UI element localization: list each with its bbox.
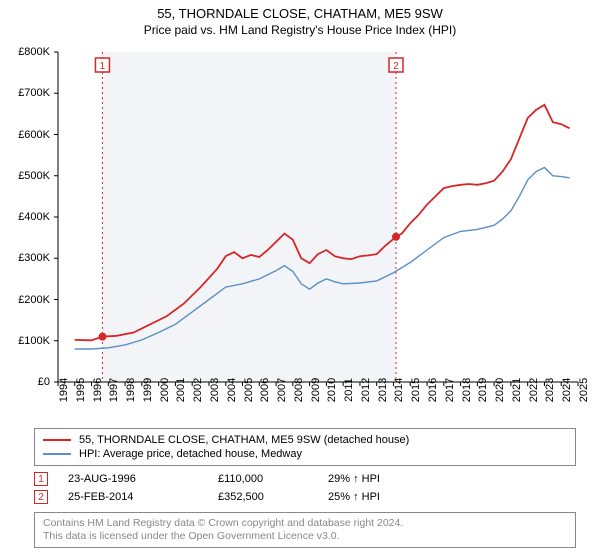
sale-row: 1 23-AUG-1996 £110,000 29% ↑ HPI bbox=[34, 470, 438, 488]
x-tick-label: 2019 bbox=[477, 378, 489, 402]
sale-date: 25-FEB-2014 bbox=[68, 491, 218, 503]
legend-swatch bbox=[43, 439, 71, 442]
x-tick-label: 2013 bbox=[377, 378, 389, 402]
y-tick-label: £200K bbox=[18, 294, 50, 306]
sale-row: 2 25-FEB-2014 £352,500 25% ↑ HPI bbox=[34, 488, 438, 506]
x-tick-label: 2004 bbox=[226, 378, 238, 402]
plot-svg: 12 bbox=[58, 52, 578, 382]
sale-badge-num: 1 bbox=[38, 474, 44, 485]
x-tick-label: 2010 bbox=[326, 378, 338, 402]
x-tick-label: 2002 bbox=[192, 378, 204, 402]
plot-area: 12 bbox=[58, 52, 578, 382]
x-tick-label: 2015 bbox=[410, 378, 422, 402]
footer-line: Contains HM Land Registry data © Crown c… bbox=[43, 517, 567, 530]
x-tick-label: 2020 bbox=[494, 378, 506, 402]
sale-price: £110,000 bbox=[218, 473, 328, 485]
y-tick-label: £0 bbox=[38, 376, 50, 388]
legend-label: HPI: Average price, detached house, Medw… bbox=[79, 448, 302, 460]
x-tick-label: 2017 bbox=[444, 378, 456, 402]
y-tick-label: £100K bbox=[18, 335, 50, 347]
sale-badge: 2 bbox=[34, 490, 48, 504]
footer: Contains HM Land Registry data © Crown c… bbox=[34, 512, 576, 548]
x-tick-label: 2022 bbox=[528, 378, 540, 402]
x-tick-label: 2014 bbox=[393, 378, 405, 402]
x-tick-label: 2006 bbox=[259, 378, 271, 402]
y-tick-label: £400K bbox=[18, 211, 50, 223]
legend-label: 55, THORNDALE CLOSE, CHATHAM, ME5 9SW (d… bbox=[79, 434, 409, 446]
x-tick-label: 1996 bbox=[92, 378, 104, 402]
x-tick-label: 2000 bbox=[159, 378, 171, 402]
y-tick-label: £800K bbox=[18, 46, 50, 58]
x-tick-label: 1994 bbox=[58, 378, 70, 402]
sale-price: £352,500 bbox=[218, 491, 328, 503]
x-tick-label: 2012 bbox=[360, 378, 372, 402]
x-tick-label: 2024 bbox=[561, 378, 573, 402]
x-tick-label: 2011 bbox=[343, 378, 355, 402]
x-tick-label: 2021 bbox=[511, 378, 523, 402]
y-axis: £0£100K£200K£300K£400K£500K£600K£700K£80… bbox=[0, 52, 54, 382]
legend: 55, THORNDALE CLOSE, CHATHAM, ME5 9SW (d… bbox=[34, 428, 576, 466]
footer-line: This data is licensed under the Open Gov… bbox=[43, 530, 567, 543]
sale-hpi: 25% ↑ HPI bbox=[328, 491, 438, 503]
x-tick-label: 1995 bbox=[75, 378, 87, 402]
y-tick-label: £300K bbox=[18, 252, 50, 264]
x-tick-label: 2003 bbox=[209, 378, 221, 402]
x-tick-label: 2023 bbox=[544, 378, 556, 402]
sale-date: 23-AUG-1996 bbox=[68, 473, 218, 485]
chart-subtitle: Price paid vs. HM Land Registry's House … bbox=[0, 21, 600, 37]
sale-hpi: 29% ↑ HPI bbox=[328, 473, 438, 485]
legend-swatch bbox=[43, 453, 71, 456]
legend-item: HPI: Average price, detached house, Medw… bbox=[43, 447, 567, 461]
svg-text:2: 2 bbox=[393, 61, 399, 72]
x-tick-label: 2007 bbox=[276, 378, 288, 402]
y-tick-label: £700K bbox=[18, 87, 50, 99]
sale-badge-num: 2 bbox=[38, 492, 44, 503]
x-axis: 1994199519961997199819992000200120022003… bbox=[58, 386, 578, 426]
chart-title: 55, THORNDALE CLOSE, CHATHAM, ME5 9SW bbox=[0, 0, 600, 21]
x-tick-label: 2025 bbox=[578, 378, 590, 402]
x-tick-label: 1997 bbox=[108, 378, 120, 402]
sale-badge: 1 bbox=[34, 472, 48, 486]
x-tick-label: 2016 bbox=[427, 378, 439, 402]
y-tick-label: £500K bbox=[18, 170, 50, 182]
svg-text:1: 1 bbox=[100, 61, 106, 72]
y-tick-label: £600K bbox=[18, 129, 50, 141]
x-tick-label: 2018 bbox=[461, 378, 473, 402]
legend-item: 55, THORNDALE CLOSE, CHATHAM, ME5 9SW (d… bbox=[43, 433, 567, 447]
x-tick-label: 2008 bbox=[293, 378, 305, 402]
x-tick-label: 2005 bbox=[243, 378, 255, 402]
x-tick-label: 1998 bbox=[125, 378, 137, 402]
x-tick-label: 2001 bbox=[175, 378, 187, 402]
sales-table: 1 23-AUG-1996 £110,000 29% ↑ HPI 2 25-FE… bbox=[34, 470, 438, 506]
chart-container: 55, THORNDALE CLOSE, CHATHAM, ME5 9SW Pr… bbox=[0, 0, 600, 560]
x-tick-label: 1999 bbox=[142, 378, 154, 402]
x-tick-label: 2009 bbox=[310, 378, 322, 402]
